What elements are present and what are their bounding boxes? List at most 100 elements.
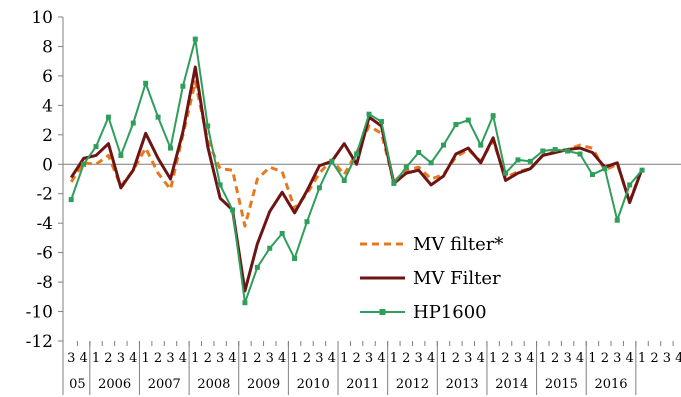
data-point [254, 264, 260, 270]
quarter-label: 3 [216, 351, 224, 366]
year-label: 2010 [297, 377, 330, 392]
data-point [167, 145, 173, 151]
year-label: 2009 [247, 377, 280, 392]
quarter-label: 4 [377, 351, 385, 366]
data-point [577, 151, 583, 157]
year-label: 2006 [98, 377, 131, 392]
quarter-label: 4 [626, 351, 634, 366]
quarter-label: 2 [253, 351, 261, 366]
quarter-label: 3 [613, 351, 621, 366]
quarter-label: 3 [563, 351, 571, 366]
quarter-label: 2 [650, 351, 658, 366]
data-point [403, 164, 409, 170]
quarter-label: 1 [390, 351, 398, 366]
quarter-label: 4 [328, 351, 336, 366]
quarter-label: 2 [551, 351, 559, 366]
quarter-label: 1 [142, 351, 150, 366]
quarter-label: 4 [79, 351, 87, 366]
data-point [242, 300, 248, 306]
year-label: 2015 [545, 377, 578, 392]
y-tick-label: -12 [26, 332, 53, 352]
quarter-label: 4 [278, 351, 286, 366]
quarter-label: 1 [191, 351, 199, 366]
data-point [527, 158, 533, 164]
quarter-label: 1 [290, 351, 298, 366]
quarter-label: 4 [179, 351, 187, 366]
data-point [614, 217, 620, 223]
data-point [478, 142, 484, 148]
legend-marker [379, 309, 386, 315]
data-point [329, 158, 335, 164]
year-label: 2011 [346, 377, 379, 392]
data-point [130, 120, 136, 126]
data-point [565, 148, 571, 154]
data-point [105, 114, 111, 120]
data-point [428, 160, 434, 166]
data-point [416, 149, 422, 155]
data-point [316, 185, 322, 191]
y-tick-label: -4 [36, 214, 53, 234]
y-tick-label: 8 [42, 37, 53, 57]
data-point [441, 142, 447, 148]
quarter-label: 1 [489, 351, 497, 366]
data-point [515, 157, 521, 163]
data-point [378, 119, 384, 125]
data-point [589, 172, 595, 178]
data-point [118, 152, 124, 158]
quarter-label: 4 [675, 351, 681, 366]
data-point [503, 170, 509, 176]
data-point [68, 197, 74, 203]
data-point [292, 256, 298, 262]
year-label: 05 [69, 377, 86, 392]
quarter-label: 3 [266, 351, 274, 366]
data-point [602, 166, 608, 172]
y-tick-label: 0 [42, 155, 53, 175]
year-label: 2007 [148, 377, 181, 392]
quarter-label: 3 [166, 351, 174, 366]
data-point [267, 245, 273, 251]
year-label: 2016 [594, 377, 627, 392]
quarter-label: 3 [663, 351, 671, 366]
data-point [81, 161, 87, 167]
quarter-label: 1 [638, 351, 646, 366]
data-point [230, 207, 236, 213]
quarter-label: 2 [601, 351, 609, 366]
quarter-label: 3 [365, 351, 373, 366]
data-point [279, 230, 285, 236]
data-point [627, 182, 633, 188]
data-point [490, 113, 496, 119]
data-point [143, 80, 149, 86]
data-point [453, 122, 459, 128]
data-point [391, 180, 397, 186]
y-tick-label: -8 [36, 273, 53, 293]
y-tick-label: -2 [36, 185, 53, 205]
quarter-label: 3 [415, 351, 423, 366]
quarter-label: 1 [539, 351, 547, 366]
y-tick-label: -6 [36, 244, 53, 264]
quarter-label: 2 [402, 351, 410, 366]
legend: MV filter* MV Filter HP1600 [360, 234, 503, 323]
y-tick-label: 6 [42, 67, 53, 87]
data-point [304, 219, 310, 225]
quarter-label: 2 [352, 351, 360, 366]
quarter-label: 1 [241, 351, 249, 366]
series-line-1 [69, 65, 644, 293]
legend-label: HP1600 [413, 302, 487, 323]
legend-label: MV Filter [413, 268, 501, 289]
series-layer [68, 36, 645, 306]
data-point [465, 117, 471, 123]
quarter-label: 4 [526, 351, 534, 366]
year-label: 2013 [446, 377, 479, 392]
data-point [205, 123, 211, 129]
data-point [354, 151, 360, 157]
y-axis: 10 8 6 4 2 0 -2 -4 -6 -8 -10 -12 [26, 8, 64, 352]
data-point [155, 114, 161, 120]
quarter-label: 1 [340, 351, 348, 366]
data-point [552, 147, 558, 153]
data-point [341, 177, 347, 183]
quarter-label: 3 [315, 351, 323, 366]
quarter-label: 4 [576, 351, 584, 366]
data-point [192, 36, 198, 42]
